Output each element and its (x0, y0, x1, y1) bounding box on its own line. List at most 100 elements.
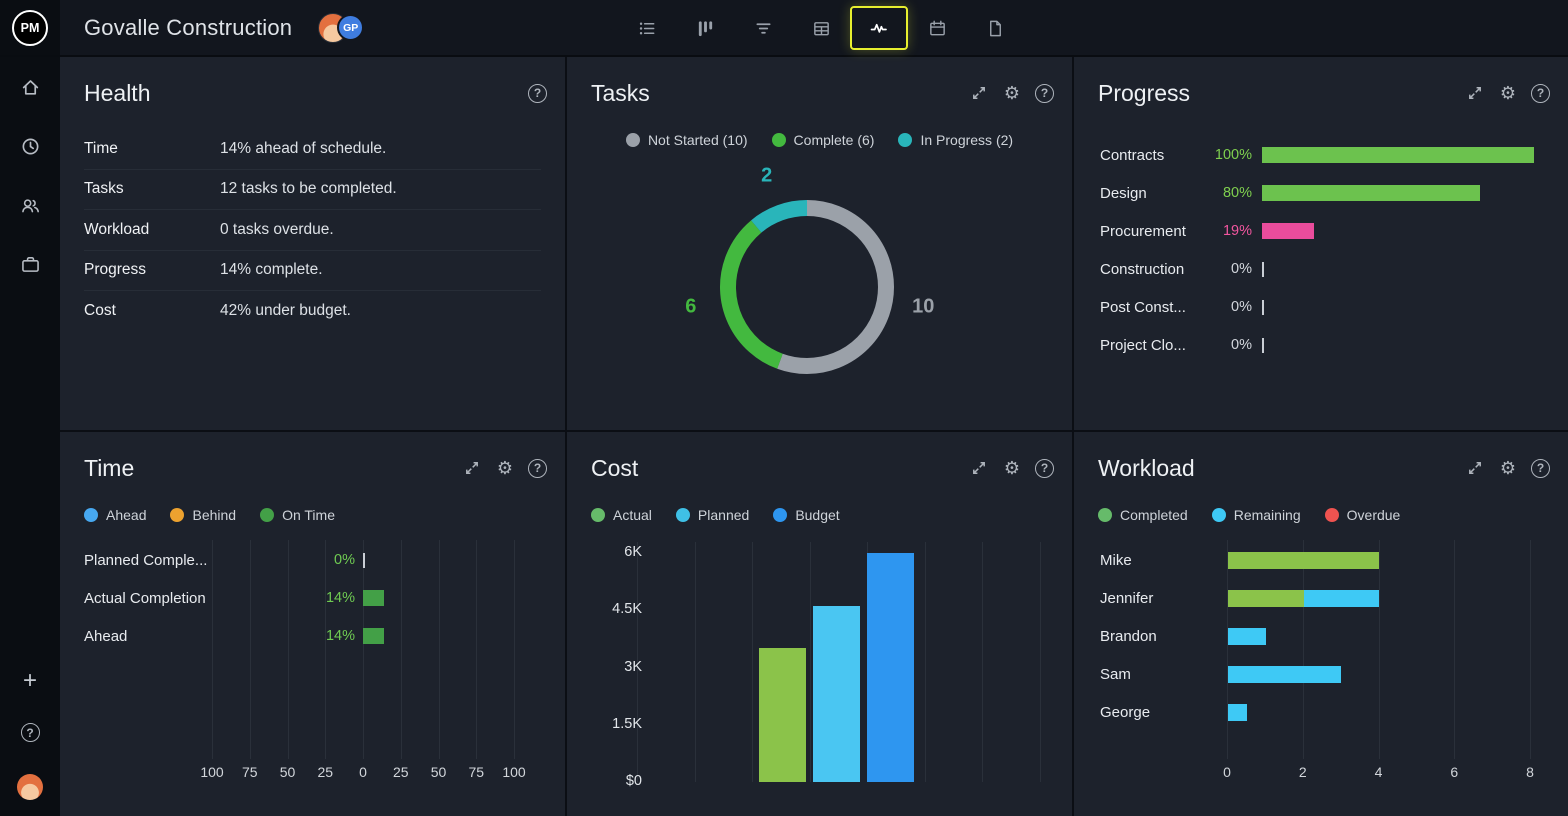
gridline (1454, 540, 1456, 759)
member-avatars[interactable]: GP (318, 12, 365, 43)
workload-bar[interactable] (1228, 665, 1342, 683)
progress-panel: Progress ⚙ ? Contracts 100% Design 80% Procu… (1074, 57, 1568, 430)
help-button[interactable]: ? (20, 723, 40, 742)
legend-item[interactable]: Complete (6) (771, 132, 875, 148)
sidebar-item-home[interactable] (18, 75, 42, 99)
time-row-value: 14% (325, 628, 355, 644)
settings-icon[interactable]: ⚙ (1499, 83, 1517, 103)
legend-item[interactable]: In Progress (2) (898, 132, 1013, 148)
add-button[interactable]: + (22, 667, 37, 694)
gridline (809, 542, 811, 782)
gridline (982, 542, 983, 782)
legend-item[interactable]: Actual (591, 507, 652, 523)
health-row-value: 14% ahead of schedule. (220, 139, 387, 157)
help-icon[interactable]: ? (528, 83, 547, 103)
pulse-chart-icon (870, 23, 887, 33)
legend-label: Planned (697, 507, 750, 523)
axis-tick-label: 1.5K (612, 715, 642, 732)
axis-tick-label: 75 (468, 764, 485, 780)
workload-bar-segment (1228, 627, 1266, 645)
legend-item[interactable]: Planned (675, 507, 750, 523)
axis-tick-label: 4.5K (612, 601, 642, 618)
progress-row-label: Contracts (1100, 146, 1165, 164)
workload-bar[interactable] (1228, 703, 1247, 721)
help-icon[interactable]: ? (1531, 458, 1550, 478)
legend-item[interactable]: Budget (773, 507, 840, 523)
legend-item[interactable]: On Time (260, 507, 335, 523)
gridline (1227, 540, 1228, 759)
legend-label: Remaining (1233, 507, 1301, 523)
expand-icon[interactable] (462, 458, 482, 478)
workload-bar[interactable] (1228, 589, 1379, 607)
workload-legend: Completed Remaining Overdue (1098, 507, 1400, 523)
settings-icon[interactable]: ⚙ (1003, 458, 1021, 478)
progress-bar-area (1262, 147, 1548, 163)
progress-row-value: 0% (1231, 261, 1252, 277)
sidebar-item-portfolio[interactable] (18, 252, 42, 276)
calendar-view-button[interactable] (908, 6, 966, 50)
progress-zero-tick (1262, 337, 1264, 353)
cost-bar[interactable] (759, 648, 806, 782)
progress-bar-area (1262, 185, 1548, 201)
document-view-button[interactable] (966, 6, 1024, 50)
time-row-label: Ahead (84, 627, 128, 645)
workload-row: Mike (1100, 541, 1558, 579)
sidebar-item-time[interactable] (18, 134, 42, 158)
time-bar (363, 590, 385, 606)
app-logo[interactable]: PM (0, 0, 60, 55)
progress-bar-area (1262, 299, 1548, 315)
settings-icon[interactable]: ⚙ (496, 458, 514, 478)
legend-dot-icon (260, 508, 275, 522)
axis-tick-label: 75 (241, 764, 258, 780)
axis-tick-label: 4 (1374, 764, 1383, 780)
cost-bar[interactable] (867, 553, 914, 782)
legend-item[interactable]: Completed (1098, 507, 1188, 523)
legend-item[interactable]: Remaining (1211, 507, 1301, 523)
help-icon[interactable]: ? (1035, 458, 1054, 478)
legend-item[interactable]: Behind (170, 507, 236, 523)
gantt-view-button[interactable] (734, 6, 792, 50)
tasks-donut-chart[interactable]: 10 6 2 (677, 157, 937, 417)
gridline (637, 542, 638, 782)
legend-dot-icon (84, 508, 98, 522)
help-icon[interactable]: ? (528, 458, 547, 478)
settings-icon[interactable]: ⚙ (1499, 458, 1517, 478)
user-avatar[interactable] (17, 774, 43, 800)
member-avatar-initials[interactable]: GP (337, 14, 365, 41)
legend-item[interactable]: Ahead (84, 507, 146, 523)
legend-item[interactable]: Not Started (10) (625, 132, 748, 148)
list-view-button[interactable] (618, 6, 676, 50)
time-row-label: Planned Comple... (84, 551, 208, 569)
home-icon (22, 79, 38, 95)
help-icon[interactable]: ? (1035, 83, 1054, 103)
expand-icon[interactable] (1465, 83, 1485, 103)
workload-bar[interactable] (1228, 627, 1266, 645)
expand-icon[interactable] (969, 458, 989, 478)
gridline (694, 542, 696, 782)
progress-row: Contracts 100% (1100, 136, 1548, 174)
workload-bar[interactable] (1228, 551, 1379, 569)
cost-bar[interactable] (813, 606, 860, 782)
settings-icon[interactable]: ⚙ (1003, 83, 1021, 103)
board-view-button[interactable] (676, 6, 734, 50)
expand-icon[interactable] (969, 83, 989, 103)
expand-icon[interactable] (1465, 458, 1485, 478)
help-icon[interactable]: ? (1531, 83, 1550, 103)
gridline (476, 540, 478, 759)
workload-row-label: Jennifer (1100, 589, 1154, 607)
chart-view-button[interactable] (850, 6, 908, 50)
axis-tick-label: $0 (625, 773, 642, 789)
progress-bar (1262, 185, 1480, 201)
axis-tick-label: 50 (279, 764, 296, 780)
progress-row-label: Construction (1100, 260, 1185, 278)
legend-label: Actual (613, 507, 652, 523)
workload-bar-segment (1228, 551, 1379, 569)
tasks-panel-title: Tasks (591, 79, 650, 106)
legend-item[interactable]: Overdue (1324, 507, 1400, 523)
gridline (1302, 540, 1304, 759)
legend-label: Complete (6) (793, 132, 875, 148)
legend-label: Ahead (106, 507, 147, 523)
sidebar-item-team[interactable] (18, 193, 42, 217)
workload-bar-segment (1228, 703, 1247, 721)
table-view-button[interactable] (792, 6, 850, 50)
